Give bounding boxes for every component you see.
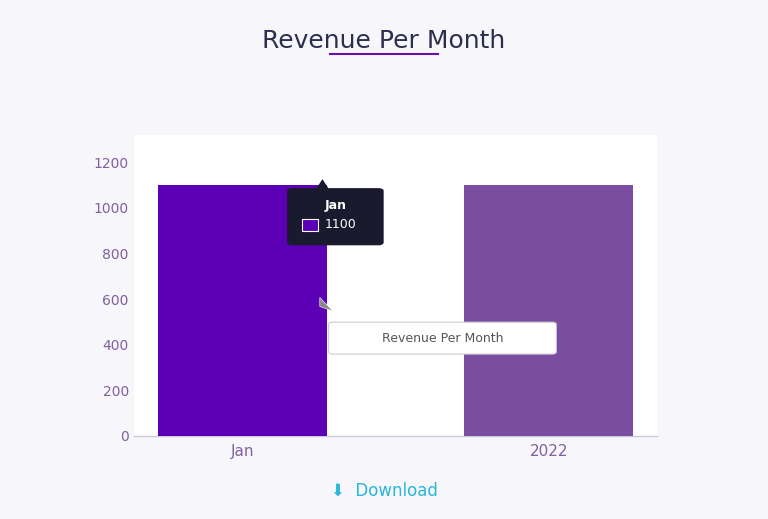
FancyBboxPatch shape — [302, 218, 319, 231]
FancyBboxPatch shape — [329, 322, 556, 354]
Polygon shape — [319, 297, 333, 311]
Bar — [158, 185, 326, 436]
Text: Jan: Jan — [324, 199, 346, 212]
Text: ⬇  Download: ⬇ Download — [330, 482, 438, 499]
Text: Revenue Per Month: Revenue Per Month — [263, 29, 505, 52]
FancyBboxPatch shape — [287, 188, 384, 245]
Bar — [465, 185, 633, 436]
Polygon shape — [315, 179, 330, 191]
Text: Revenue Per Month: Revenue Per Month — [382, 332, 503, 345]
Text: 1100: 1100 — [325, 218, 356, 231]
